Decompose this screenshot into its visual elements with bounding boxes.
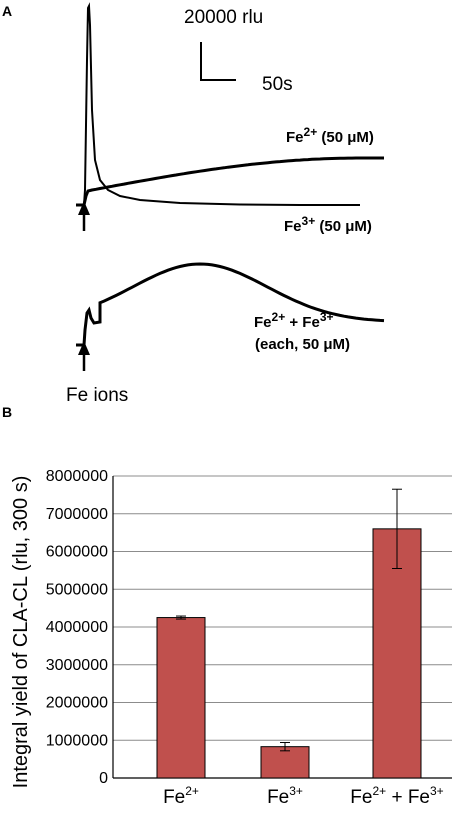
trace-fe3: [76, 2, 360, 206]
scale-bar-lines: [200, 42, 236, 81]
trace-label-fe3: Fe3+ (50 μM): [284, 214, 372, 235]
y-tick-label: 7000000: [46, 506, 108, 523]
bar: [372, 528, 422, 779]
y-tick-label: 8000000: [46, 468, 108, 485]
y-tick-label: 2000000: [46, 695, 108, 712]
trace-label-fe2: Fe2+ (50 μM): [286, 125, 374, 146]
bar-plot-area: 0 1000000 2000000 3000000 4000000 5000000 6000…: [46, 468, 452, 787]
trace-label-mix-line2: (each, 50 μM): [255, 336, 350, 353]
y-tick-label: 5000000: [46, 581, 108, 598]
y-tick-label: 3000000: [46, 657, 108, 674]
y-tick-label: 0: [99, 770, 108, 787]
trace-label-mix: Fe2+ + Fe3+: [254, 310, 334, 331]
y-tick-label: 6000000: [46, 544, 108, 561]
scale-bar-y-label: 20000 rlu: [184, 7, 263, 28]
x-tick-label-fe3: Fe3+: [267, 784, 303, 808]
y-tick-label: 4000000: [46, 619, 108, 636]
panel-a-label: A: [2, 3, 12, 19]
injection-arrow-bottom: [78, 341, 90, 371]
y-axis-label: Integral yield of CLA-CL (rlu, 300 s): [10, 476, 32, 789]
injection-label: Fe ions: [66, 385, 128, 406]
bar: [156, 617, 206, 779]
trace-mix: [76, 262, 385, 347]
x-tick-label-mix: Fe2+ + Fe3+: [350, 784, 443, 808]
bar: [260, 746, 310, 779]
x-axis-labels: Fe2+ Fe3+ Fe2+ + Fe3+: [163, 784, 444, 808]
y-tick-label: 1000000: [46, 732, 108, 749]
injection-arrow-top: [78, 201, 90, 231]
x-tick-label-fe2: Fe2+: [163, 784, 199, 808]
panel-b-label: B: [2, 404, 12, 420]
trace-fe2: [76, 156, 384, 207]
scale-bar-x-label: 50s: [262, 74, 293, 95]
scale-bar: 20000 rlu 50s: [184, 7, 293, 95]
